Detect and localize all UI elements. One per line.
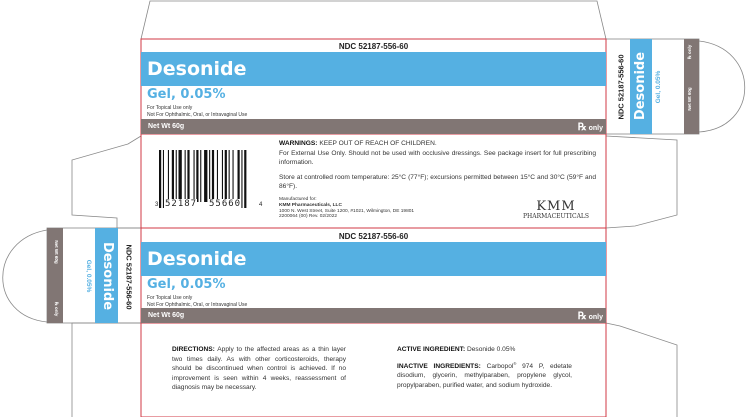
top-tuck-flap bbox=[140, 0, 607, 40]
active-label: ACTIVE INGREDIENT: bbox=[397, 346, 466, 353]
side-ndc-right: NDC 52187-556-60 bbox=[616, 54, 626, 120]
product-form: Gel, 0.05% bbox=[147, 87, 226, 102]
left-dust-flap-bottom bbox=[71, 322, 141, 417]
manufacturer-name: KMM Pharmaceuticals, LLC bbox=[279, 202, 342, 208]
rx-only-text: only bbox=[54, 307, 59, 317]
active-text: Desonide 0.05% bbox=[466, 346, 516, 353]
use-line-2b: Not For Ophthalmic, Oral, or Intravagina… bbox=[147, 301, 248, 308]
side-gray-strip-right bbox=[684, 39, 699, 134]
barcode-bar bbox=[200, 150, 202, 202]
barcode-digit-right: 4 bbox=[259, 202, 263, 208]
side-name-right: Desonide bbox=[633, 51, 648, 121]
barcode-bar bbox=[209, 150, 211, 202]
side-netwt-left: Net Wt 60g bbox=[54, 240, 59, 264]
use-line-2: Not For Ophthalmic, Oral, or Intravagina… bbox=[147, 111, 248, 118]
barcode-digit-left: 3 bbox=[155, 202, 159, 208]
barcode-bar bbox=[224, 150, 227, 202]
product-form-2: Gel, 0.05% bbox=[147, 277, 226, 292]
side-name-left: Desonide bbox=[100, 241, 115, 311]
barcode-bar bbox=[232, 150, 234, 202]
kmm-logo: KMM PHARMACEUTICALS bbox=[516, 199, 596, 220]
rx-icon: ℞ bbox=[577, 311, 587, 322]
net-weight: Net Wt 60g bbox=[148, 123, 185, 130]
net-weight-band-2: Net Wt 60g ℞ only bbox=[141, 308, 606, 323]
product-name-2: Desonide bbox=[141, 242, 606, 276]
barcode-bar bbox=[221, 150, 223, 202]
barcode-bar bbox=[241, 150, 243, 208]
barcode-bar bbox=[228, 150, 230, 202]
directions-text: Apply to the affected areas as a thin la… bbox=[172, 346, 347, 391]
left-dust-flap-top bbox=[71, 135, 142, 229]
label-code: 2200064 (00) Rev. 02/2022 bbox=[279, 214, 338, 220]
barcode-digits-1: 52187 bbox=[165, 199, 198, 209]
barcode-bar bbox=[184, 150, 186, 202]
right-dust-flap-bottom bbox=[605, 322, 678, 417]
right-dust-flap-top bbox=[605, 135, 678, 229]
side-form-right: Gel, 0.05% bbox=[655, 70, 662, 104]
directions-label: DIRECTIONS: bbox=[172, 346, 215, 353]
registered-mark: ® bbox=[513, 360, 517, 366]
barcode-bar bbox=[216, 150, 218, 202]
barcode-bar bbox=[159, 150, 162, 208]
inactive-label: INACTIVE INGREDIENTS: bbox=[397, 362, 481, 370]
left-tuck-curve bbox=[2, 229, 48, 323]
logo-bottom: PHARMACEUTICALS bbox=[522, 213, 589, 220]
product-name: Desonide bbox=[141, 52, 606, 86]
barcode-bars bbox=[159, 150, 247, 208]
ndc-number: NDC 52187-556-60 bbox=[338, 42, 409, 51]
side-rx-left: ℞ only bbox=[51, 294, 59, 324]
right-tuck-curve bbox=[698, 40, 745, 133]
net-weight-2: Net Wt 60g bbox=[148, 312, 185, 319]
rx-only-text: only bbox=[687, 44, 692, 54]
barcode-bar bbox=[162, 150, 164, 208]
barcode-bar bbox=[237, 150, 240, 202]
side-gray-strip-left bbox=[47, 228, 63, 323]
side-form-left: Gel, 0.05% bbox=[85, 259, 92, 293]
barcode-bar bbox=[193, 150, 195, 202]
side-blue-band-left bbox=[95, 228, 118, 323]
barcode-bar bbox=[175, 150, 177, 202]
rx-only-text: only bbox=[588, 314, 603, 321]
rx-only-badge-2: ℞ only bbox=[578, 311, 603, 322]
side-netwt-right: Net Wt 60g bbox=[687, 87, 692, 111]
barcode-bar bbox=[171, 150, 174, 202]
storage-text: Store at controlled room temperature: 25… bbox=[279, 173, 596, 191]
net-weight-band: Net Wt 60g ℞ only bbox=[141, 119, 606, 134]
manufactured-for-label: Manufactured for: bbox=[279, 197, 317, 202]
barcode-bar bbox=[187, 150, 190, 202]
barcode-bar bbox=[178, 150, 182, 202]
barcode-bar bbox=[196, 150, 199, 202]
rx-icon: ℞ bbox=[54, 301, 59, 306]
warnings-label: WARNINGS: bbox=[279, 140, 318, 147]
use-line-1: For Topical Use only bbox=[147, 105, 193, 111]
rx-only-badge: ℞ only bbox=[578, 122, 603, 133]
warnings-text: For External Use Only. Should not be use… bbox=[279, 149, 596, 167]
barcode: 3 52187 55660 4 bbox=[155, 150, 263, 212]
manufacturer-address: 1000 N. West Street, Suite 1200, #1021, … bbox=[279, 208, 415, 214]
rx-only-text: only bbox=[588, 125, 603, 132]
ndc-number-2: NDC 52187-556-60 bbox=[338, 232, 409, 241]
side-blue-band-right bbox=[630, 39, 652, 134]
barcode-bar bbox=[211, 150, 215, 202]
barcode-bar bbox=[244, 150, 247, 208]
side-rx-right: ℞ only bbox=[687, 37, 695, 67]
warnings-line: KEEP OUT OF REACH OF CHILDREN. bbox=[319, 140, 437, 147]
barcode-bar bbox=[167, 150, 169, 202]
rx-icon: ℞ bbox=[687, 55, 692, 60]
directions: DIRECTIONS: Apply to the affected areas … bbox=[172, 345, 346, 393]
rx-icon: ℞ bbox=[577, 122, 587, 133]
inactive-text-2: 974 P, edetate disodium, glycerin, methy… bbox=[397, 362, 572, 389]
barcode-bar bbox=[204, 150, 208, 202]
barcode-digits-2: 55660 bbox=[209, 199, 242, 209]
inactive-text-1: Carbopol bbox=[486, 362, 514, 370]
logo-top: KMM bbox=[536, 199, 576, 214]
side-ndc-left: NDC 52187-556-60 bbox=[124, 244, 134, 310]
use-line-1b: For Topical Use only bbox=[147, 295, 193, 301]
